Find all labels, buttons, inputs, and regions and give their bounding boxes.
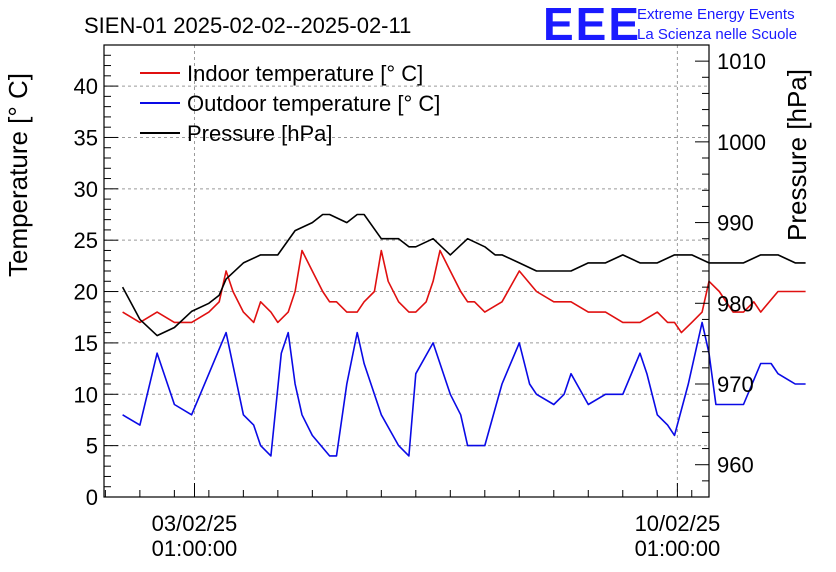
x-tick-date: 03/02/25 (152, 511, 238, 536)
legend-label-pressure: Pressure [hPa] (187, 121, 333, 146)
x-tick-time: 01:00:00 (635, 536, 721, 561)
left-tick-label: 10 (74, 382, 98, 407)
eee-logo-mark: EEE (543, 0, 641, 50)
x-tick-time: 01:00:00 (152, 536, 238, 561)
left-axis: 0 5 10 15 20 25 30 35 40 (74, 44, 118, 510)
x-tick-date: 10/02/25 (635, 511, 721, 536)
legend: Indoor temperature [° C] Outdoor tempera… (140, 61, 440, 146)
right-tick-label: 1010 (717, 49, 766, 74)
left-tick-label: 0 (86, 485, 98, 510)
left-axis-title: Temperature [° C] (3, 73, 33, 277)
series-layer (121, 213, 806, 457)
logo-line-2: La Scienza nelle Scuole (637, 26, 797, 43)
left-tick-label: 20 (74, 280, 98, 305)
logo-line-1: Extreme Energy Events (637, 6, 795, 23)
legend-label-outdoor: Outdoor temperature [° C] (187, 91, 440, 116)
right-tick-label: 1000 (717, 130, 766, 155)
right-tick-label: 980 (717, 291, 754, 316)
left-tick-label: 30 (74, 177, 98, 202)
indoor-temperature-line (122, 249, 806, 334)
left-tick-label: 15 (74, 331, 98, 356)
left-tick-label: 25 (74, 228, 98, 253)
outdoor-temperature-line (122, 321, 806, 457)
left-tick-label: 40 (74, 74, 98, 99)
legend-label-indoor: Indoor temperature [° C] (187, 61, 423, 86)
chart-title: SIEN-01 2025-02-02--2025-02-11 (84, 13, 411, 38)
eee-logo: EEE Extreme Energy Events La Scienza nel… (543, 0, 797, 50)
left-tick-label: 5 (86, 434, 98, 459)
right-tick-label: 970 (717, 372, 754, 397)
right-axis: 960 970 980 990 1000 1010 (695, 44, 766, 498)
left-tick-label: 35 (74, 125, 98, 150)
right-axis-title: Pressure [hPa] (782, 69, 812, 241)
right-tick-label: 960 (717, 453, 754, 478)
right-tick-label: 990 (717, 211, 754, 236)
pressure-line (121, 213, 806, 337)
